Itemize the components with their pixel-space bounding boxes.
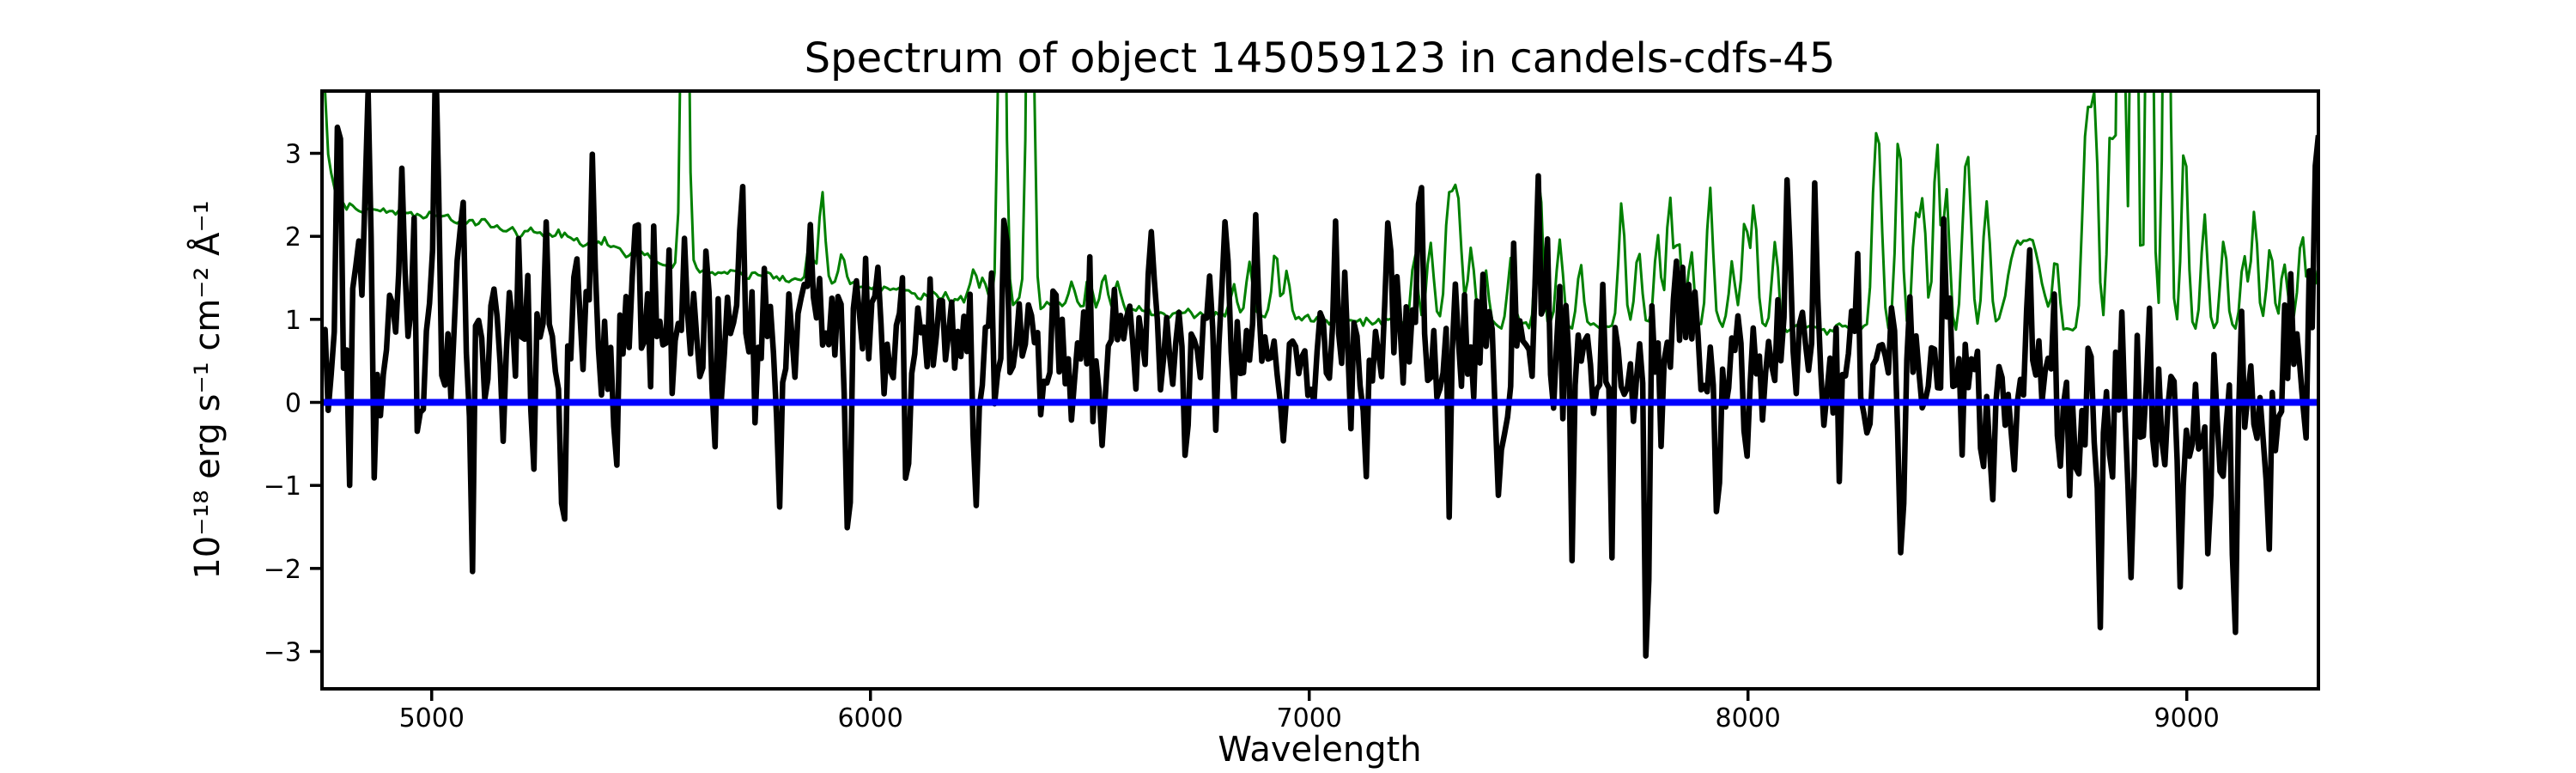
ytick-label: 2: [285, 222, 301, 253]
ytick-label: −2: [264, 555, 301, 585]
data-series: [322, 91, 2318, 659]
xtick-label: 8000: [1716, 703, 1781, 733]
ytick-label: 1: [285, 306, 301, 336]
y-axis-label: 10⁻¹⁸ erg s⁻¹ cm⁻² Å⁻¹: [186, 200, 228, 579]
xtick-label: 7000: [1277, 703, 1342, 733]
xtick-label: 9000: [2154, 703, 2220, 733]
ytick-label: −1: [264, 472, 301, 502]
plot-title: Spectrum of object 145059123 in candels-…: [805, 34, 1836, 82]
axes-frame: [320, 89, 2320, 691]
xtick-label: 6000: [838, 703, 903, 733]
x-axis-label: Wavelength: [1218, 730, 1421, 770]
ytick-label: 0: [285, 389, 301, 419]
xtick-label: 5000: [399, 703, 465, 733]
flux-spectrum: [322, 91, 2318, 659]
ytick-label: 3: [285, 140, 301, 170]
ytick-label: −3: [264, 638, 301, 668]
axis-ticks: 5000 6000 7000 8000 9000 −3 −2 −1 0 1 2 3: [264, 140, 2220, 734]
